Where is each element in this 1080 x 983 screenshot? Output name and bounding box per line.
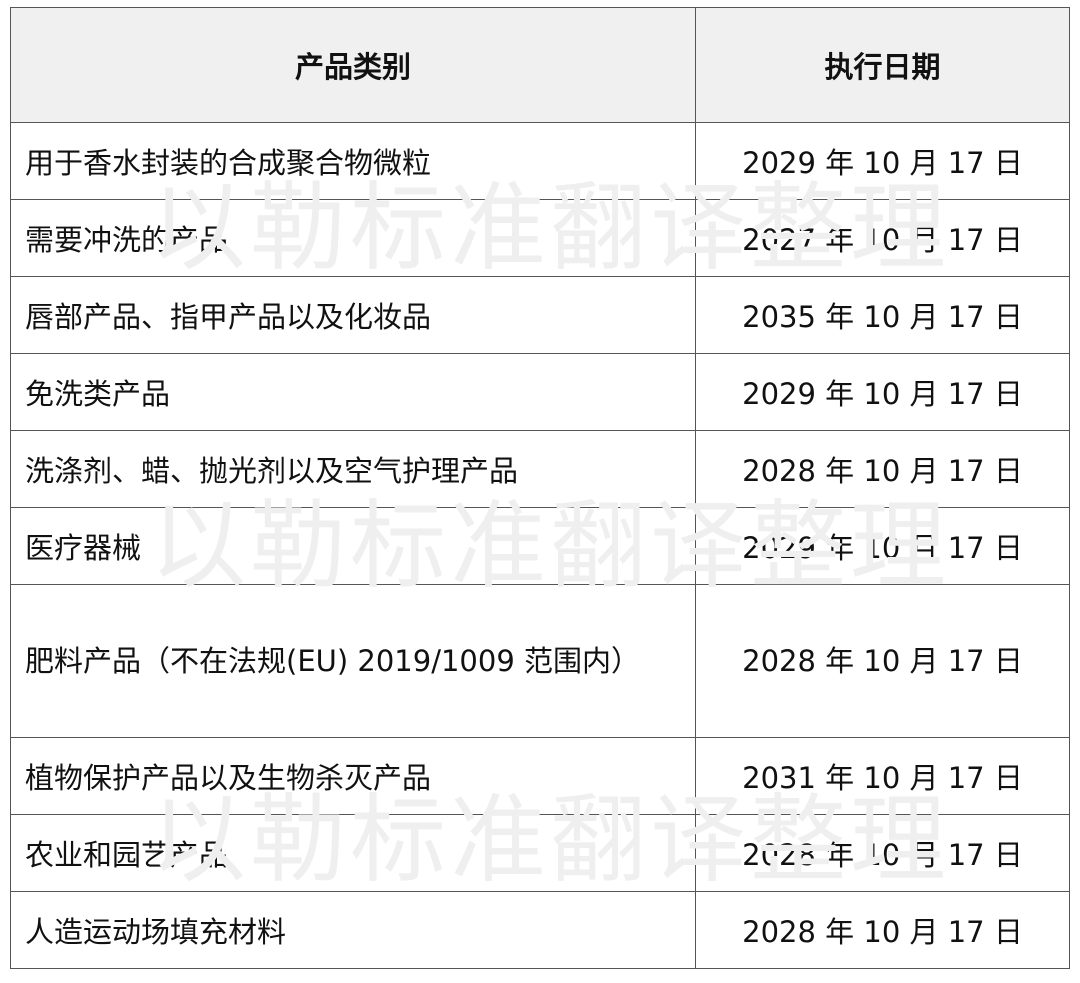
table-row: 医疗器械 2029 年 10 月 17 日 bbox=[10, 507, 1070, 585]
category-cell: 需要冲洗的产品 bbox=[10, 199, 696, 277]
table-row: 免洗类产品 2029 年 10 月 17 日 bbox=[10, 353, 1070, 431]
category-cell: 医疗器械 bbox=[10, 507, 696, 585]
table-row: 农业和园艺产品 2028 年 10 月 17 日 bbox=[10, 814, 1070, 892]
table-row: 植物保护产品以及生物杀灭产品 2031 年 10 月 17 日 bbox=[10, 737, 1070, 815]
category-cell: 洗涤剂、蜡、抛光剂以及空气护理产品 bbox=[10, 430, 696, 508]
header-date: 执行日期 bbox=[695, 7, 1070, 123]
table-row: 肥料产品（不在法规(EU) 2019/1009 范围内） 2028 年 10 月 … bbox=[10, 584, 1070, 738]
table-row: 需要冲洗的产品 2027 年 10 月 17 日 bbox=[10, 199, 1070, 277]
table-row: 洗涤剂、蜡、抛光剂以及空气护理产品 2028 年 10 月 17 日 bbox=[10, 430, 1070, 508]
header-row: 产品类别 执行日期 bbox=[10, 7, 1070, 123]
category-cell: 免洗类产品 bbox=[10, 353, 696, 431]
category-cell: 肥料产品（不在法规(EU) 2019/1009 范围内） bbox=[10, 584, 696, 738]
product-deadline-table: 产品类别 执行日期 用于香水封装的合成聚合物微粒 2029 年 10 月 17 日… bbox=[10, 7, 1070, 969]
table-row: 用于香水封装的合成聚合物微粒 2029 年 10 月 17 日 bbox=[10, 122, 1070, 200]
category-cell: 人造运动场填充材料 bbox=[10, 891, 696, 969]
date-cell: 2029 年 10 月 17 日 bbox=[695, 507, 1070, 585]
date-cell: 2027 年 10 月 17 日 bbox=[695, 199, 1070, 277]
category-cell: 唇部产品、指甲产品以及化妆品 bbox=[10, 276, 696, 354]
date-cell: 2031 年 10 月 17 日 bbox=[695, 737, 1070, 815]
table-row: 唇部产品、指甲产品以及化妆品 2035 年 10 月 17 日 bbox=[10, 276, 1070, 354]
table-row: 人造运动场填充材料 2028 年 10 月 17 日 bbox=[10, 891, 1070, 969]
category-cell: 农业和园艺产品 bbox=[10, 814, 696, 892]
header-category: 产品类别 bbox=[10, 7, 696, 123]
category-cell: 用于香水封装的合成聚合物微粒 bbox=[10, 122, 696, 200]
date-cell: 2028 年 10 月 17 日 bbox=[695, 814, 1070, 892]
date-cell: 2029 年 10 月 17 日 bbox=[695, 353, 1070, 431]
date-cell: 2028 年 10 月 17 日 bbox=[695, 584, 1070, 738]
date-cell: 2028 年 10 月 17 日 bbox=[695, 430, 1070, 508]
category-cell: 植物保护产品以及生物杀灭产品 bbox=[10, 737, 696, 815]
date-cell: 2035 年 10 月 17 日 bbox=[695, 276, 1070, 354]
date-cell: 2028 年 10 月 17 日 bbox=[695, 891, 1070, 969]
date-cell: 2029 年 10 月 17 日 bbox=[695, 122, 1070, 200]
